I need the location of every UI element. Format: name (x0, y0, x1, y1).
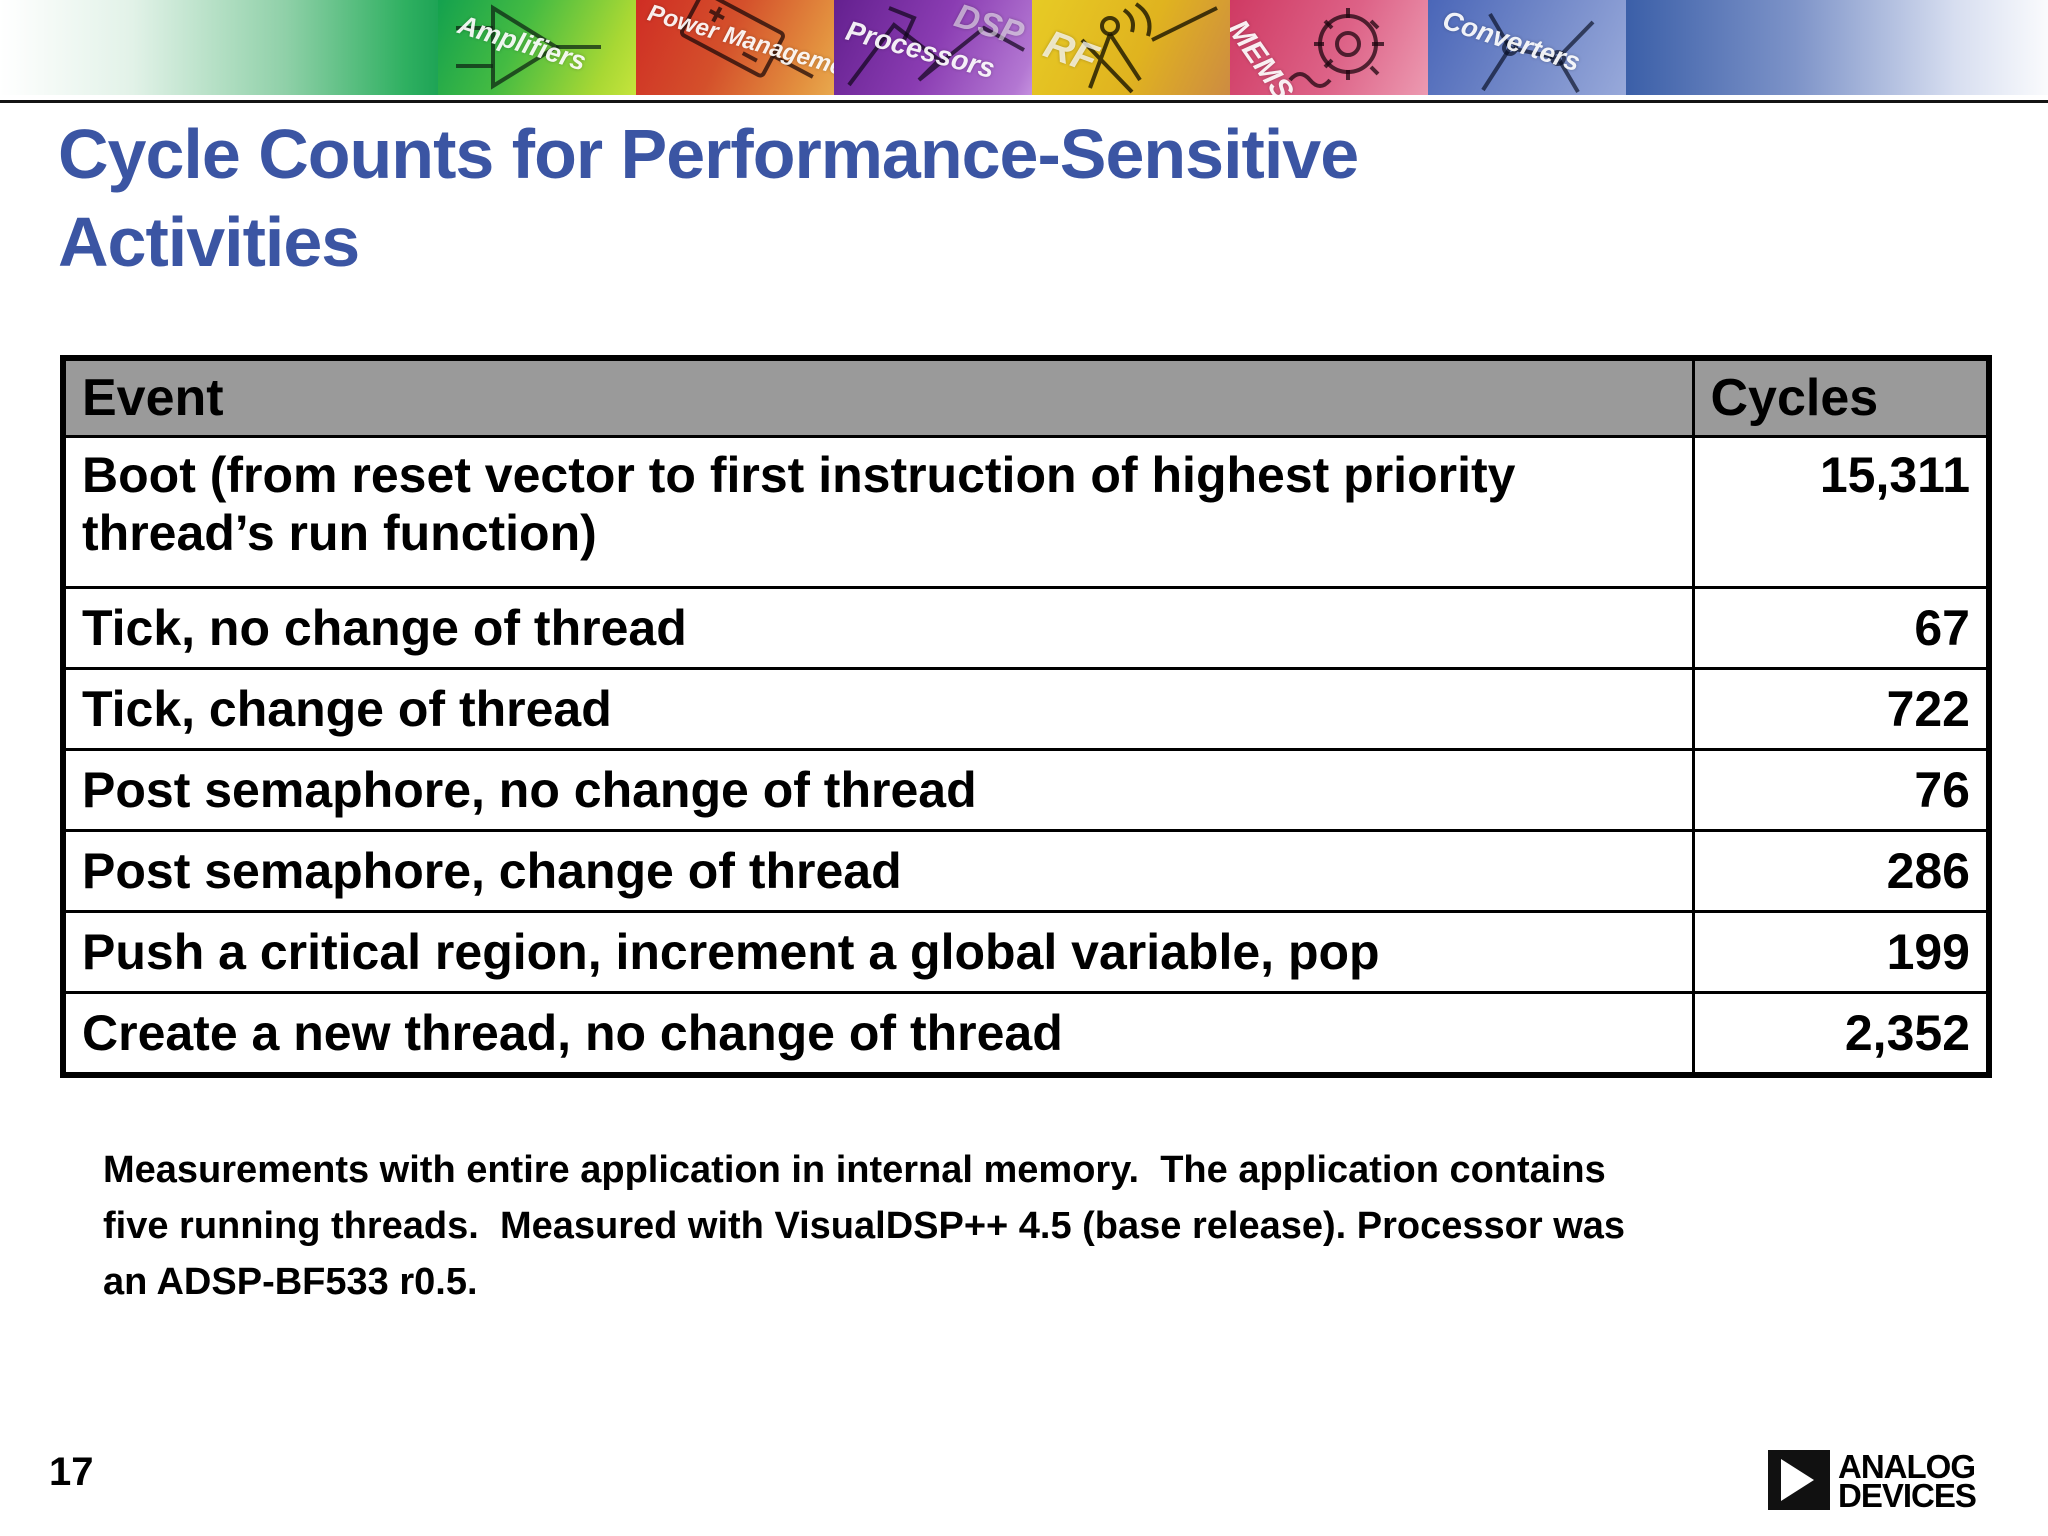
event-cell: Tick, no change of thread (61, 586, 1695, 670)
cycles-cell: 199 (1691, 910, 1991, 994)
event-column-header: Event (61, 356, 1695, 438)
cycles-cell: 2,352 (1691, 991, 1991, 1077)
logo-text-line1: ANALOG (1838, 1448, 1976, 1485)
amplifier-circuit-icon (456, 4, 601, 90)
page-number: 17 (49, 1450, 94, 1494)
footnote-text: Measurements with entire application in … (103, 1149, 1626, 1303)
slide-title-line2: Activities (58, 203, 360, 281)
slide-title-line1: Cycle Counts for Performance-Sensitive (58, 115, 1359, 193)
molecule-icon (1481, 12, 1595, 94)
slide-title: Cycle Counts for Performance-Sensitive A… (58, 110, 1918, 286)
banner-blue-gradient (1626, 0, 2048, 95)
battery-icon (679, 0, 814, 79)
cycles-cell: 76 (1691, 748, 1991, 832)
banner-tile-processors: DSP Processors (834, 0, 1032, 95)
table-row: Boot (from reset vector to first instruc… (61, 435, 1991, 589)
table-row: Tick, no change of thread 67 (61, 586, 1991, 670)
logo-triangle-icon (1781, 1459, 1814, 1501)
logo-text-line2: DEVICES (1838, 1477, 1977, 1514)
processor-trace-icon (847, 6, 1025, 87)
table-row: Create a new thread, no change of thread… (61, 991, 1991, 1077)
cycle-counts-table: Event Cycles Boot (from reset vector to … (60, 355, 1992, 1078)
analog-devices-logo-text: ANALOG DEVICES (1838, 1448, 1977, 1514)
table-row: Post semaphore, change of thread 286 (61, 829, 1991, 913)
cycles-cell: 722 (1691, 667, 1991, 751)
cycles-column-header: Cycles (1691, 356, 1991, 438)
cycles-cell: 15,311 (1691, 435, 1991, 589)
antenna-icon (1080, 2, 1218, 94)
table-row: Post semaphore, no change of thread 76 (61, 748, 1991, 832)
banner-tile-amplifiers: Amplifiers (438, 0, 636, 95)
banner: Amplifiers Power Management DSP Processo… (0, 0, 2048, 95)
banner-tile-rf: RF (1032, 0, 1230, 95)
banner-green-gradient (0, 0, 440, 95)
banner-tile-mems: MEMS (1230, 0, 1428, 95)
event-cell: Push a critical region, increment a glob… (61, 910, 1695, 994)
cycles-cell: 67 (1691, 586, 1991, 670)
header-divider-line (0, 100, 2048, 103)
cycles-cell: 286 (1691, 829, 1991, 913)
event-cell: Create a new thread, no change of thread (61, 991, 1695, 1077)
event-cell: Tick, change of thread (61, 667, 1695, 751)
event-cell: Boot (from reset vector to first instruc… (61, 435, 1695, 589)
gear-icon (1288, 8, 1384, 88)
table-header-row: Event Cycles (61, 356, 1991, 438)
banner-tile-power-management: Power Management (636, 0, 834, 95)
table-row: Push a critical region, increment a glob… (61, 910, 1991, 994)
table-row: Tick, change of thread 722 (61, 667, 1991, 751)
analog-devices-logo: ANALOG DEVICES (1768, 1448, 1977, 1514)
banner-tile-converters: Converters (1428, 0, 1626, 95)
event-cell: Post semaphore, no change of thread (61, 748, 1695, 832)
analog-devices-logo-icon (1768, 1450, 1830, 1510)
event-cell: Post semaphore, change of thread (61, 829, 1695, 913)
